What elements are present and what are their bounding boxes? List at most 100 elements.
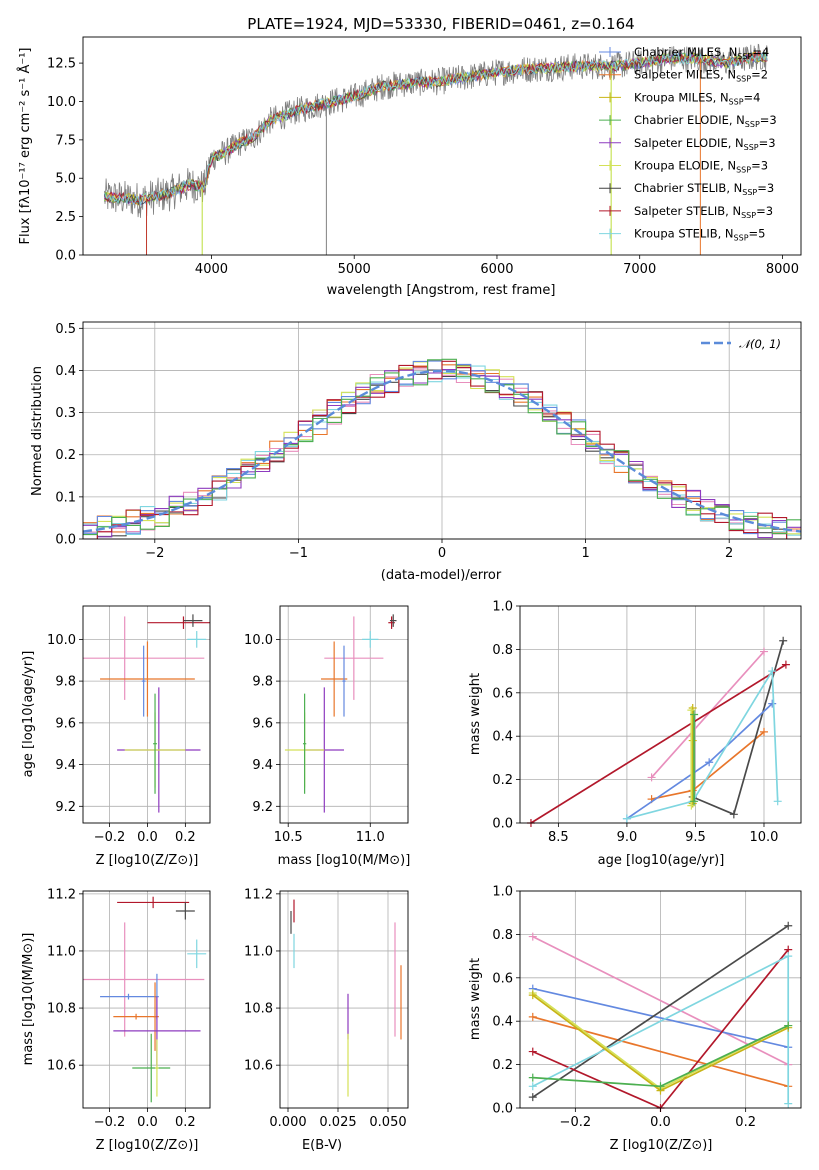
axes-frame [82, 605, 211, 824]
y-tick-label: 2.5 [55, 210, 76, 225]
spectrum-xlabel: wavelength [Angstrom, rest frame] [327, 283, 556, 298]
axes-frame [82, 36, 802, 256]
grid-lines [280, 891, 408, 1108]
mass-weight-line [530, 663, 787, 824]
mass-weight-line [650, 651, 765, 778]
x-tick-label: 9.5 [685, 830, 706, 845]
y-tick-label: 11.2 [244, 887, 273, 902]
age-vs-z-panel: Z [log10(Z/Z⊙)] age [log10(age/yr)] −0.2… [21, 605, 211, 868]
y-tick-label: 10.8 [244, 1002, 273, 1017]
grid-lines [520, 890, 801, 1109]
plus-marker [528, 1012, 537, 1021]
y-tick-label: 9.2 [252, 800, 273, 815]
legend-label: Kroupa MILES, NSSP=4 [634, 90, 760, 106]
age-vs-z-xlabel: Z [log10(Z/Z⊙)] [96, 853, 199, 868]
y-tick-label: 1.0 [492, 885, 513, 900]
y-tick-label: 11.0 [47, 944, 76, 959]
y-tick-label: 0.5 [55, 322, 76, 337]
axes-frame [279, 890, 409, 1109]
plus-marker [528, 1047, 537, 1056]
weight-vs-age-xlabel: age [log10(age/yr)] [598, 853, 725, 868]
y-tick-label: 9.4 [252, 758, 273, 773]
plot-area [526, 636, 790, 827]
x-tick-label: 4000 [195, 262, 228, 277]
y-tick-label: 9.6 [55, 716, 76, 731]
model-spectrum-line [104, 50, 768, 204]
y-tick-label: 10.6 [47, 1059, 76, 1074]
model-spectrum-line [103, 51, 768, 207]
y-tick-label: 5.0 [55, 172, 76, 187]
plus-marker [729, 810, 738, 819]
plus-marker [759, 647, 768, 656]
y-tick-label: 0.0 [55, 249, 76, 264]
x-tick-label: 8000 [766, 262, 799, 277]
y-tick-label: 0.6 [492, 971, 513, 986]
x-tick-label: 0.0 [137, 830, 158, 845]
plot-area [284, 614, 397, 813]
x-tick-label: −0.2 [94, 830, 126, 845]
x-tick-label: 0.050 [369, 1115, 406, 1130]
plus-marker [528, 991, 537, 1000]
gaussian-curve [83, 369, 801, 533]
spectrum-panel: PLATE=1924, MJD=53330, FIBERID=0461, z=0… [17, 15, 802, 298]
legend-label: 𝒩(0, 1) [739, 337, 781, 351]
plus-marker [690, 797, 699, 806]
x-tick-label: 11.0 [356, 830, 385, 845]
y-tick-label: 7.5 [55, 133, 76, 148]
x-tick-label: −1 [289, 546, 308, 561]
mass-weight-line [532, 935, 789, 1066]
y-tick-label: 0.3 [55, 406, 76, 421]
mass-weight-line [532, 1016, 789, 1088]
x-tick-label: 0.000 [269, 1115, 306, 1130]
y-tick-label: 0.2 [55, 448, 76, 463]
y-tick-label: 10.0 [47, 633, 76, 648]
y-tick-label: 9.6 [252, 716, 273, 731]
plus-marker [781, 660, 790, 669]
plus-marker [656, 1082, 665, 1091]
x-tick-label: 0.2 [175, 1115, 196, 1130]
mass-weight-line [532, 987, 789, 1049]
y-tick-label: 0.0 [492, 1102, 513, 1117]
y-tick-label: 0.0 [492, 817, 513, 832]
plus-marker [784, 952, 793, 961]
x-tick-label: 0.0 [650, 1115, 671, 1130]
spectrum-legend: Chabrier MILES, NSSP=4 Salpeter MILES, NS… [599, 45, 777, 243]
y-tick-label: 9.8 [252, 675, 273, 690]
x-tick-label: 10.5 [274, 830, 303, 845]
y-tick-label: 0.4 [55, 364, 76, 379]
y-tick-label: 0.0 [55, 533, 76, 548]
weight-vs-age-panel: age [log10(age/yr)] mass weight 8.5 9.0 9.… [468, 600, 802, 868]
y-tick-label: 11.0 [244, 944, 273, 959]
plus-marker [528, 1073, 537, 1082]
y-tick-label: 9.4 [55, 758, 76, 773]
plus-marker [773, 797, 782, 806]
age-vs-z-ylabel: age [log10(age/yr)] [21, 651, 36, 778]
axes-frame [82, 321, 802, 540]
plus-marker [784, 1021, 793, 1030]
y-tick-label: 10.0 [244, 633, 273, 648]
axes-frame [519, 605, 802, 824]
plot-area [83, 358, 801, 539]
plus-marker [528, 1082, 537, 1091]
axes-frame [279, 605, 409, 824]
weight-vs-z-panel: Z [log10(Z/Z⊙)] mass weight −0.2 0.0 0.2 0.… [468, 885, 802, 1153]
weight-vs-z-ylabel: mass weight [468, 958, 483, 1040]
legend-label: Kroupa STELIB, NSSP=5 [634, 227, 765, 243]
x-tick-label: 0 [438, 546, 446, 561]
y-tick-label: 12.5 [47, 57, 76, 72]
x-tick-label: 1 [581, 546, 589, 561]
grid-lines [83, 606, 210, 823]
y-tick-label: 0.8 [492, 643, 513, 658]
plus-marker [779, 636, 788, 645]
plus-marker [528, 1093, 537, 1102]
plus-marker [784, 921, 793, 930]
plot-area [103, 43, 769, 255]
residual-histogram [83, 360, 801, 539]
residuals-ylabel: Normed distribution [30, 366, 45, 496]
y-tick-label: 0.4 [492, 730, 513, 745]
spectrum-title: PLATE=1924, MJD=53330, FIBERID=0461, z=0… [247, 15, 634, 33]
residual-legend: 𝒩(0, 1) [701, 337, 781, 351]
x-tick-label: 0.025 [319, 1115, 356, 1130]
y-tick-label: 0.2 [492, 773, 513, 788]
